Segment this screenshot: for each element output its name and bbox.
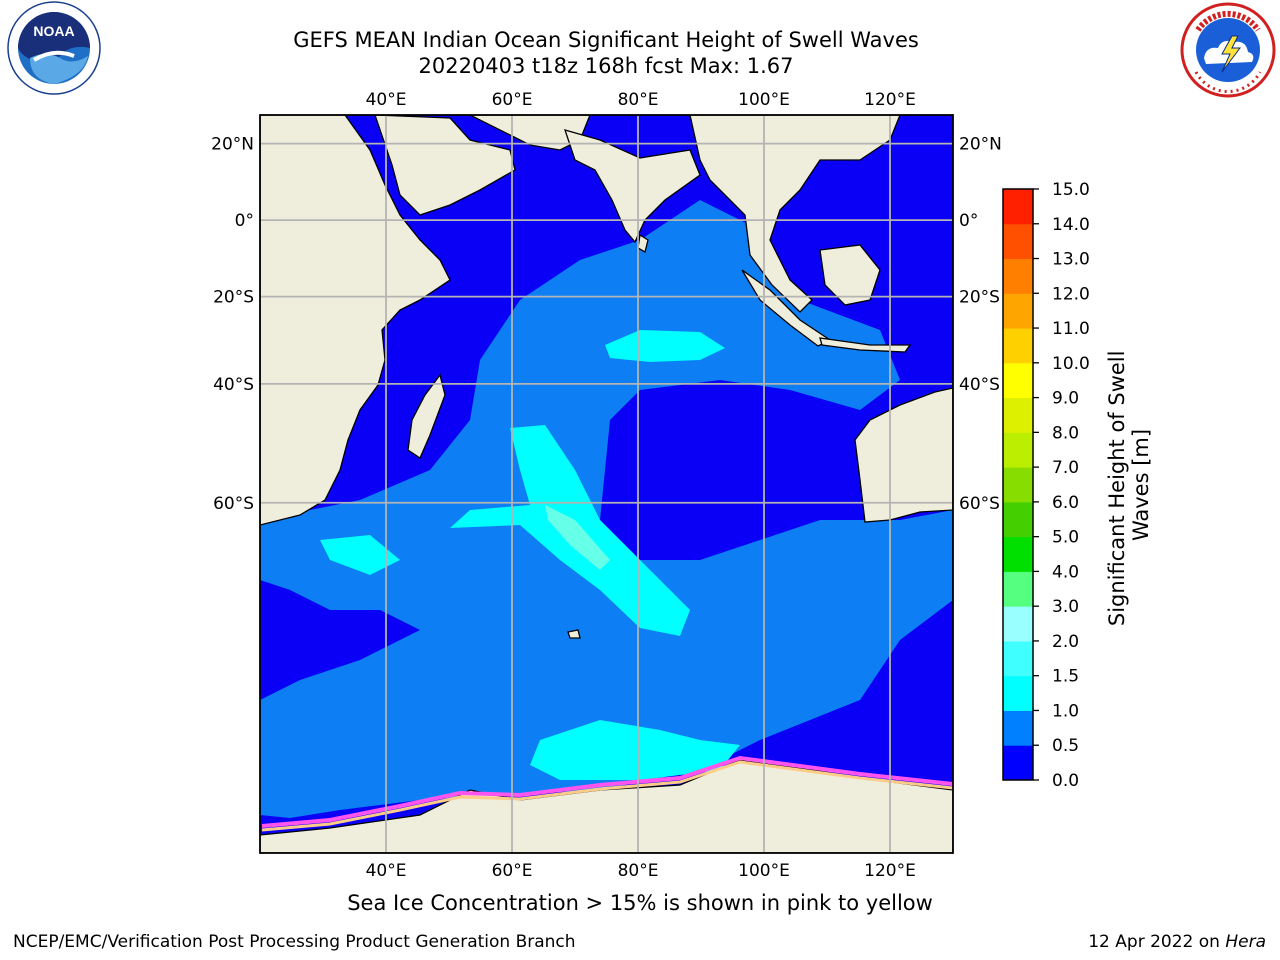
lon-label-top: 60°E: [492, 90, 533, 110]
colorbar-segment: [1003, 293, 1033, 329]
colorbar-segment: [1003, 640, 1033, 677]
colorbar-tick-label: 0.5: [1052, 736, 1079, 756]
footer-date: 12 Apr 2022 on Hera: [1088, 932, 1266, 952]
colorbar-segment: [1003, 571, 1033, 607]
colorbar-tick-label: 6.0: [1052, 493, 1079, 513]
lon-label-top: 100°E: [738, 90, 790, 110]
colorbar-tick-label: 1.5: [1052, 667, 1079, 687]
colorbar-segment: [1003, 501, 1033, 538]
lon-labels-bottom: 40°E 60°E 80°E 100°E 120°E: [366, 861, 916, 881]
graticule: [260, 115, 953, 853]
colorbar-segment: [1003, 362, 1033, 399]
colorbar-tick-label: 11.0: [1052, 319, 1090, 339]
nws-logo-icon: [1180, 2, 1276, 98]
map-frame: [259, 114, 954, 854]
colorbar-segment: [1003, 536, 1033, 572]
colorbar-tick-label: 13.0: [1052, 250, 1090, 270]
colorbar-tick-label: 1.0: [1052, 701, 1079, 721]
lon-label-bottom: 120°E: [864, 861, 916, 881]
lat-label-right: 60°S: [959, 494, 1000, 514]
noaa-logo-text: NOAA: [33, 23, 74, 39]
colorbar-segment: [1003, 467, 1033, 503]
colorbar-segment: [1003, 223, 1033, 260]
land-madagascar: [407, 373, 446, 459]
colorbar-tick-label: 5.0: [1052, 528, 1079, 548]
noaa-logo-icon: NOAA: [7, 1, 101, 95]
footer-date-text: 12 Apr 2022 on: [1088, 932, 1226, 952]
lon-label-top: 120°E: [864, 90, 916, 110]
sea-ice-edge: [261, 755, 953, 828]
colorbar-frame: [1002, 188, 1034, 781]
colorbar-tick-label: 3.0: [1052, 597, 1079, 617]
colorbar-tick-label: 15.0: [1052, 180, 1090, 200]
colorbar-tick-label: 4.0: [1052, 562, 1079, 582]
sea-ice-edge-inner: [261, 760, 953, 832]
lon-labels-top: 40°E 60°E 80°E 100°E 120°E: [366, 90, 916, 110]
lon-label-top: 40°E: [366, 90, 407, 110]
lat-label-right: 0°: [959, 211, 978, 231]
colorbar-segment: [1003, 675, 1033, 711]
colorbar-tick-label: 12.0: [1052, 284, 1090, 304]
land-africa: [260, 115, 451, 526]
lat-label-left: 20°S: [213, 288, 254, 308]
lat-label-left: 60°S: [213, 494, 254, 514]
colorbar-tick-label: 10.0: [1052, 354, 1090, 374]
lat-label-right: 40°S: [959, 375, 1000, 395]
map-area: [260, 115, 953, 853]
colorbar-tick-label: 14.0: [1052, 215, 1090, 235]
colorbar-segment: [1003, 258, 1033, 294]
swell-band-1-1p5m-southern-ocean: [530, 720, 740, 780]
swell-band-0p5-1m: [260, 200, 953, 818]
colorbar-tick-label: 8.0: [1052, 423, 1079, 443]
colorbar-segment: [1003, 745, 1033, 781]
land-australia: [854, 387, 953, 523]
land: [260, 115, 953, 853]
lon-label-top: 80°E: [618, 90, 659, 110]
colorbar-label: Significant Height of Swell Waves [m]: [1105, 344, 1153, 626]
chart-subtitle: 20220403 t18z 168h fcst Max: 1.67: [418, 54, 794, 78]
land-southeast-asia: [689, 115, 901, 313]
swell-band-1p5-2m: [545, 505, 610, 570]
lon-label-bottom: 80°E: [618, 861, 659, 881]
lat-label-left: 40°S: [213, 375, 254, 395]
land-iran-pakistan: [469, 115, 591, 151]
lon-label-bottom: 60°E: [492, 861, 533, 881]
swell-band-1-1p5m-equatorial: [605, 330, 725, 362]
colorbar: [1003, 189, 1033, 781]
colorbar-segment: [1003, 189, 1033, 225]
land-java: [819, 337, 912, 353]
colorbar-segment: [1003, 397, 1033, 433]
swell-band-1-1p5m-south: [320, 535, 400, 575]
lat-label-left: 20°N: [211, 135, 254, 155]
lon-label-bottom: 100°E: [738, 861, 790, 881]
colorbar-segment: [1003, 710, 1033, 746]
colorbar-segment: [1003, 606, 1033, 642]
chart-title: GEFS MEAN Indian Ocean Significant Heigh…: [293, 28, 919, 52]
colorbar-ticks: 0.0 0.5 1.0 1.5 2.0 3.0 4.0 5.0 6.0 7.0 8.0 9.0 10.0…: [1033, 180, 1090, 791]
lat-labels-right: 20°N 0° 20°S 40°S 60°S: [959, 135, 1002, 514]
lat-label-right: 20°N: [959, 135, 1002, 155]
lon-label-bottom: 40°E: [366, 861, 407, 881]
land-arabia: [374, 115, 516, 216]
land-borneo-indonesia: [819, 244, 881, 306]
lat-label-left: 0°: [235, 211, 254, 231]
colorbar-tick-label: 7.0: [1052, 458, 1079, 478]
colorbar-tick-label: 0.0: [1052, 771, 1079, 791]
colorbar-tick-label: 2.0: [1052, 632, 1079, 652]
sea-ice-caption: Sea Ice Concentration > 15% is shown in …: [347, 891, 933, 915]
footer-host: Hera: [1225, 932, 1266, 952]
colorbar-segment: [1003, 432, 1033, 468]
land-kerguelen: [567, 629, 581, 639]
lat-labels-left: 20°N 0° 20°S 40°S 60°S: [211, 135, 254, 514]
lat-label-right: 20°S: [959, 288, 1000, 308]
footer-branch: NCEP/EMC/Verification Post Processing Pr…: [13, 932, 576, 952]
colorbar-tick-label: 9.0: [1052, 389, 1079, 409]
colorbar-segment: [1003, 328, 1033, 364]
